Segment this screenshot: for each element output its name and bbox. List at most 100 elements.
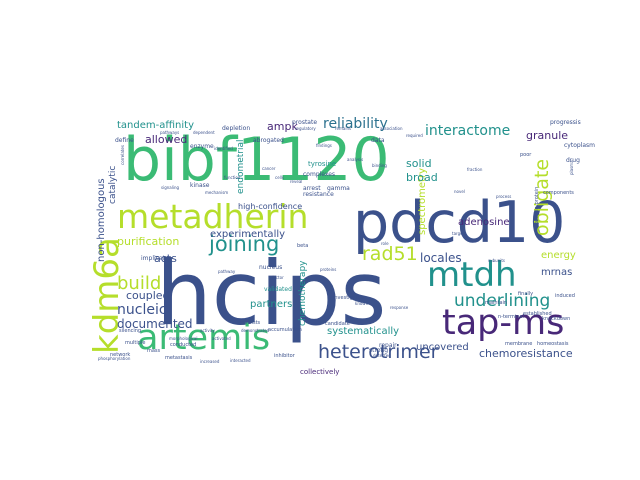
word-finally: finally	[518, 291, 534, 297]
word-drug: drug	[566, 157, 580, 164]
word-identified: identified	[214, 146, 233, 151]
word-endometrial: endometrial	[236, 139, 246, 194]
word-response: response	[390, 305, 409, 310]
word-mtdh: mtdh	[427, 255, 517, 295]
word-remains: remains	[335, 126, 352, 131]
word-enzyme: enzyme	[190, 143, 214, 150]
word-process: process	[496, 194, 512, 199]
word-investigation: investigation	[333, 295, 366, 301]
word-reliability: reliability	[323, 116, 388, 132]
word-define: define	[115, 137, 134, 144]
word-artemis: artemis	[137, 318, 271, 358]
word-chemotherapy: chemotherapy	[298, 260, 308, 327]
word-metastasis: metastasis	[165, 355, 193, 361]
word-tap-ms: tap-ms	[442, 303, 565, 343]
word-mass: mass	[147, 348, 161, 354]
word-beta: beta	[297, 243, 309, 249]
word-high-confidence: high-confidence	[238, 202, 303, 211]
word-membrane: membrane	[505, 341, 533, 347]
word-correlates: correlates	[120, 145, 125, 165]
word-demonstrated: demonstrated	[241, 328, 270, 333]
word-hcips: hcips	[156, 242, 387, 345]
word-multiple: multiple	[125, 340, 146, 346]
word-ampk: ampk	[267, 120, 298, 133]
word-partners: partners	[250, 299, 293, 310]
word-repair: repair	[379, 342, 397, 349]
word-homeostasis: homeostasis	[537, 341, 569, 347]
word-network: network	[110, 352, 131, 358]
word-resistance: resistance	[303, 191, 334, 198]
word-build: build	[117, 273, 162, 294]
word-progressis: progressis	[550, 119, 581, 126]
word-maintain: maintain	[485, 300, 508, 306]
word-non-homologous: non-homologous	[96, 178, 107, 262]
word-pathways: pathways	[160, 130, 180, 135]
word-interacted: interacted	[230, 358, 251, 363]
word-knockdown: knockdown	[542, 316, 571, 322]
word-phosphorylation: phosphorylation	[98, 356, 131, 361]
word-kinase: kinase	[190, 182, 210, 189]
word-increased: increased	[200, 359, 220, 364]
word-rad51: rad51	[362, 243, 418, 265]
word-protein-protein: protein-protein	[534, 186, 540, 224]
word-experimentally: experimentally	[210, 229, 286, 240]
word-catalytic: catalytic	[108, 165, 118, 204]
word-metadherin: metadherin	[117, 197, 309, 236]
word-purification: purification	[117, 235, 180, 248]
word-complexes: complexes	[303, 171, 336, 178]
word-heterotrimer: heterotrimer	[318, 341, 439, 363]
word-silencing: silencing	[119, 328, 142, 334]
word-proteins: proteins	[320, 267, 337, 272]
word-plasma: plasma	[569, 160, 574, 175]
word-components: components	[543, 190, 574, 196]
word-findings: findings	[316, 143, 332, 148]
word-conducted: conducted	[170, 342, 197, 348]
word-allowed: allowed	[145, 133, 188, 146]
word-signaling: signaling	[161, 185, 180, 190]
word-prostate: prostate	[292, 119, 318, 126]
word-factor: factor	[272, 275, 284, 280]
word-collectively: collectively	[300, 368, 340, 376]
word-inhibitor: inhibitor	[274, 353, 295, 359]
word-mrnas: mrnas	[541, 267, 573, 278]
word-chemoresistance: chemoresistance	[479, 347, 573, 360]
word-fraction: fraction	[467, 167, 483, 172]
word-solid: solid	[406, 157, 432, 170]
word-cancer: cancer	[262, 166, 276, 171]
word-known: known	[355, 301, 369, 306]
word-joining: joining	[209, 232, 280, 256]
word-arrest: arrest	[303, 185, 321, 192]
word-locales: locales	[420, 251, 462, 265]
word-tandem-affinity: tandem-affinity	[117, 120, 194, 131]
word-nucleic: nucleic	[117, 302, 167, 318]
word-interactome: interactome	[425, 123, 511, 139]
word-validated: validated	[264, 286, 292, 293]
word-coupled: coupled	[126, 289, 170, 302]
word-established: established	[523, 311, 552, 317]
word-documented: documented	[117, 317, 193, 331]
word-morphological: morphological	[169, 336, 198, 341]
word-systematically: systematically	[327, 326, 400, 337]
word-role: role	[381, 241, 389, 246]
word-function: function	[224, 175, 241, 180]
word-uncovered: uncovered	[416, 342, 469, 353]
word-tyrosine: tyrosine	[308, 160, 337, 168]
word-abrogated: abrogated	[253, 137, 284, 144]
word-activity: activity	[200, 328, 215, 333]
word-binding: binding	[372, 163, 387, 168]
word-broad: broad	[406, 171, 438, 184]
word-implicate: implicate	[141, 255, 169, 262]
word-reveal: reveal	[290, 179, 303, 184]
word-granule: granule	[526, 129, 569, 142]
word-association: association	[380, 126, 403, 131]
word-activated: activated	[212, 336, 231, 341]
word-adenosine: adenosine	[458, 217, 510, 228]
word-data: data	[371, 137, 385, 144]
word-n-terminal: n-terminal	[498, 314, 524, 320]
word-acts: acts	[154, 252, 177, 265]
word-energy: energy	[541, 250, 576, 261]
word-required: required	[406, 133, 423, 138]
word-consists: consists	[240, 320, 261, 326]
word-cytoplasm: cytoplasm	[564, 142, 595, 149]
